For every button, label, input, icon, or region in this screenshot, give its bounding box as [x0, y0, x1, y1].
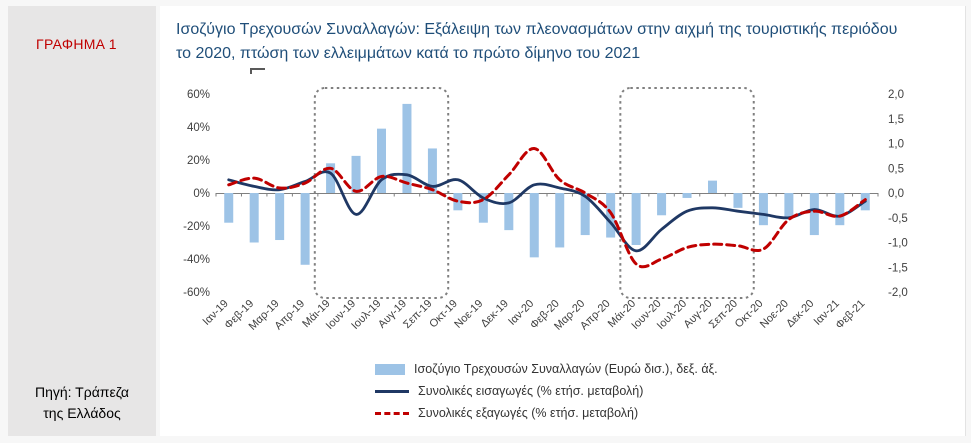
chart-panel: Ισοζύγιο Τρεχουσών Συναλλαγών: Εξάλειψη … [160, 6, 966, 436]
svg-text:40%: 40% [187, 122, 210, 134]
svg-text:Σεπ-19: Σεπ-19 [401, 298, 434, 331]
source-note: Πηγή: Τράπεζα της Ελλάδος [8, 382, 156, 424]
svg-text:-0,5: -0,5 [888, 213, 908, 225]
svg-text:2,0: 2,0 [888, 89, 904, 101]
chart-title: Ισοζύγιο Τρεχουσών Συναλλαγών: Εξάλειψη … [160, 6, 965, 66]
svg-text:0%: 0% [193, 188, 210, 200]
svg-text:Σεπ-20: Σεπ-20 [707, 298, 740, 331]
legend-label-imports: Συνολικές εισαγωγές (% ετήσ. μεταβολή) [418, 384, 644, 398]
svg-text:0,0: 0,0 [888, 188, 904, 200]
svg-text:Φεβ-21: Φεβ-21 [834, 298, 868, 332]
legend-label-balance: Ισοζύγιο Τρεχουσών Συναλλαγών (Ευρώ δισ.… [414, 362, 718, 376]
legend-item-balance: Ισοζύγιο Τρεχουσών Συναλλαγών (Ευρώ δισ.… [375, 358, 718, 380]
x-axis [215, 193, 879, 197]
svg-text:0,5: 0,5 [888, 163, 904, 175]
axis-labels: 60% 40% 20% 0% -20% -40% -60% 2,0 1,5 1,0 0,5 0,0 -0… [183, 89, 908, 299]
legend-item-exports: Συνολικές εξαγωγές (% ετήσ. μεταβολή) [375, 402, 718, 424]
source-line1: Πηγή: Τράπεζα [34, 384, 130, 400]
x-axis-labels: Ιαν-19Φεβ-19Μαρ-19Απρ-19Μάι-19Ιουν-19Ιου… [201, 298, 868, 333]
exports-line [227, 147, 867, 269]
imports-series-swatch [375, 389, 409, 393]
title-underline-mark [250, 68, 265, 74]
svg-text:1,5: 1,5 [888, 114, 904, 126]
svg-text:1,0: 1,0 [888, 139, 904, 151]
svg-text:Νοε-20: Νοε-20 [758, 298, 791, 331]
legend-item-imports: Συνολικές εισαγωγές (% ετήσ. μεταβολή) [375, 380, 718, 402]
sidebar: ΓΡΑΦΗΜΑ 1 Πηγή: Τράπεζα της Ελλάδος [8, 6, 156, 436]
svg-text:Νοε-19: Νοε-19 [452, 298, 485, 331]
svg-text:-20%: -20% [183, 221, 210, 233]
balance-bars-series [224, 103, 870, 265]
title-line2: το 2020, πτώση των ελλειμμάτων κατά το π… [176, 45, 641, 62]
svg-text:Δεκ-20: Δεκ-20 [784, 298, 816, 330]
svg-text:-1,0: -1,0 [888, 238, 908, 250]
exports-series-swatch [375, 411, 409, 415]
chart-canvas: 60% 40% 20% 0% -20% -40% -60% 2,0 1,5 1,0 0,5 0,0 -0… [183, 87, 908, 333]
svg-text:20%: 20% [187, 155, 210, 167]
svg-text:-1,5: -1,5 [888, 262, 908, 274]
legend-label-exports: Συνολικές εξαγωγές (% ετήσ. μεταβολή) [418, 406, 639, 420]
svg-text:-2,0: -2,0 [888, 287, 908, 299]
svg-text:Δεκ-19: Δεκ-19 [479, 298, 511, 330]
imports-line [227, 170, 867, 253]
svg-text:-40%: -40% [183, 254, 210, 266]
svg-text:-60%: -60% [183, 287, 210, 299]
source-line2: της Ελλάδος [43, 405, 121, 421]
balance-series-swatch [375, 363, 405, 375]
chart-tag: ΓΡΑΦΗΜΑ 1 [36, 36, 117, 52]
legend: Ισοζύγιο Τρεχουσών Συναλλαγών (Ευρώ δισ.… [375, 358, 718, 424]
title-line1: Ισοζύγιο Τρεχουσών Συναλλαγών: Εξάλειψη … [176, 21, 898, 38]
svg-text:60%: 60% [187, 89, 210, 101]
